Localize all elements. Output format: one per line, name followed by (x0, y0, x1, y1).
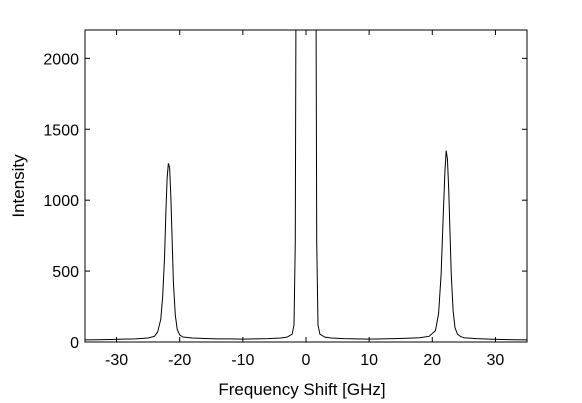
x-tick-label: 20 (423, 352, 441, 369)
y-axis-label: Intensity (9, 154, 28, 218)
y-axis-ticks: 0 500 1000 1500 2000 (43, 51, 527, 352)
series-line-0 (85, 30, 527, 341)
x-tick-label: 30 (487, 352, 505, 369)
x-tick-label: -10 (231, 352, 254, 369)
x-tick-label: -30 (105, 352, 128, 369)
x-axis-label: Frequency Shift [GHz] (218, 380, 385, 399)
plot-area (84, 29, 528, 343)
y-tick-label: 1000 (43, 193, 79, 210)
x-axis-ticks: -30 -20 -10 0 10 20 30 (105, 30, 504, 369)
y-tick-label: 0 (70, 335, 79, 352)
y-tick-label: 2000 (43, 51, 79, 68)
x-tick-label: 10 (360, 352, 378, 369)
x-tick-label: 0 (302, 352, 311, 369)
y-tick-label: 500 (52, 264, 79, 281)
y-tick-label: 1500 (43, 122, 79, 139)
plot-frame (84, 29, 528, 343)
x-tick-label: -20 (168, 352, 191, 369)
